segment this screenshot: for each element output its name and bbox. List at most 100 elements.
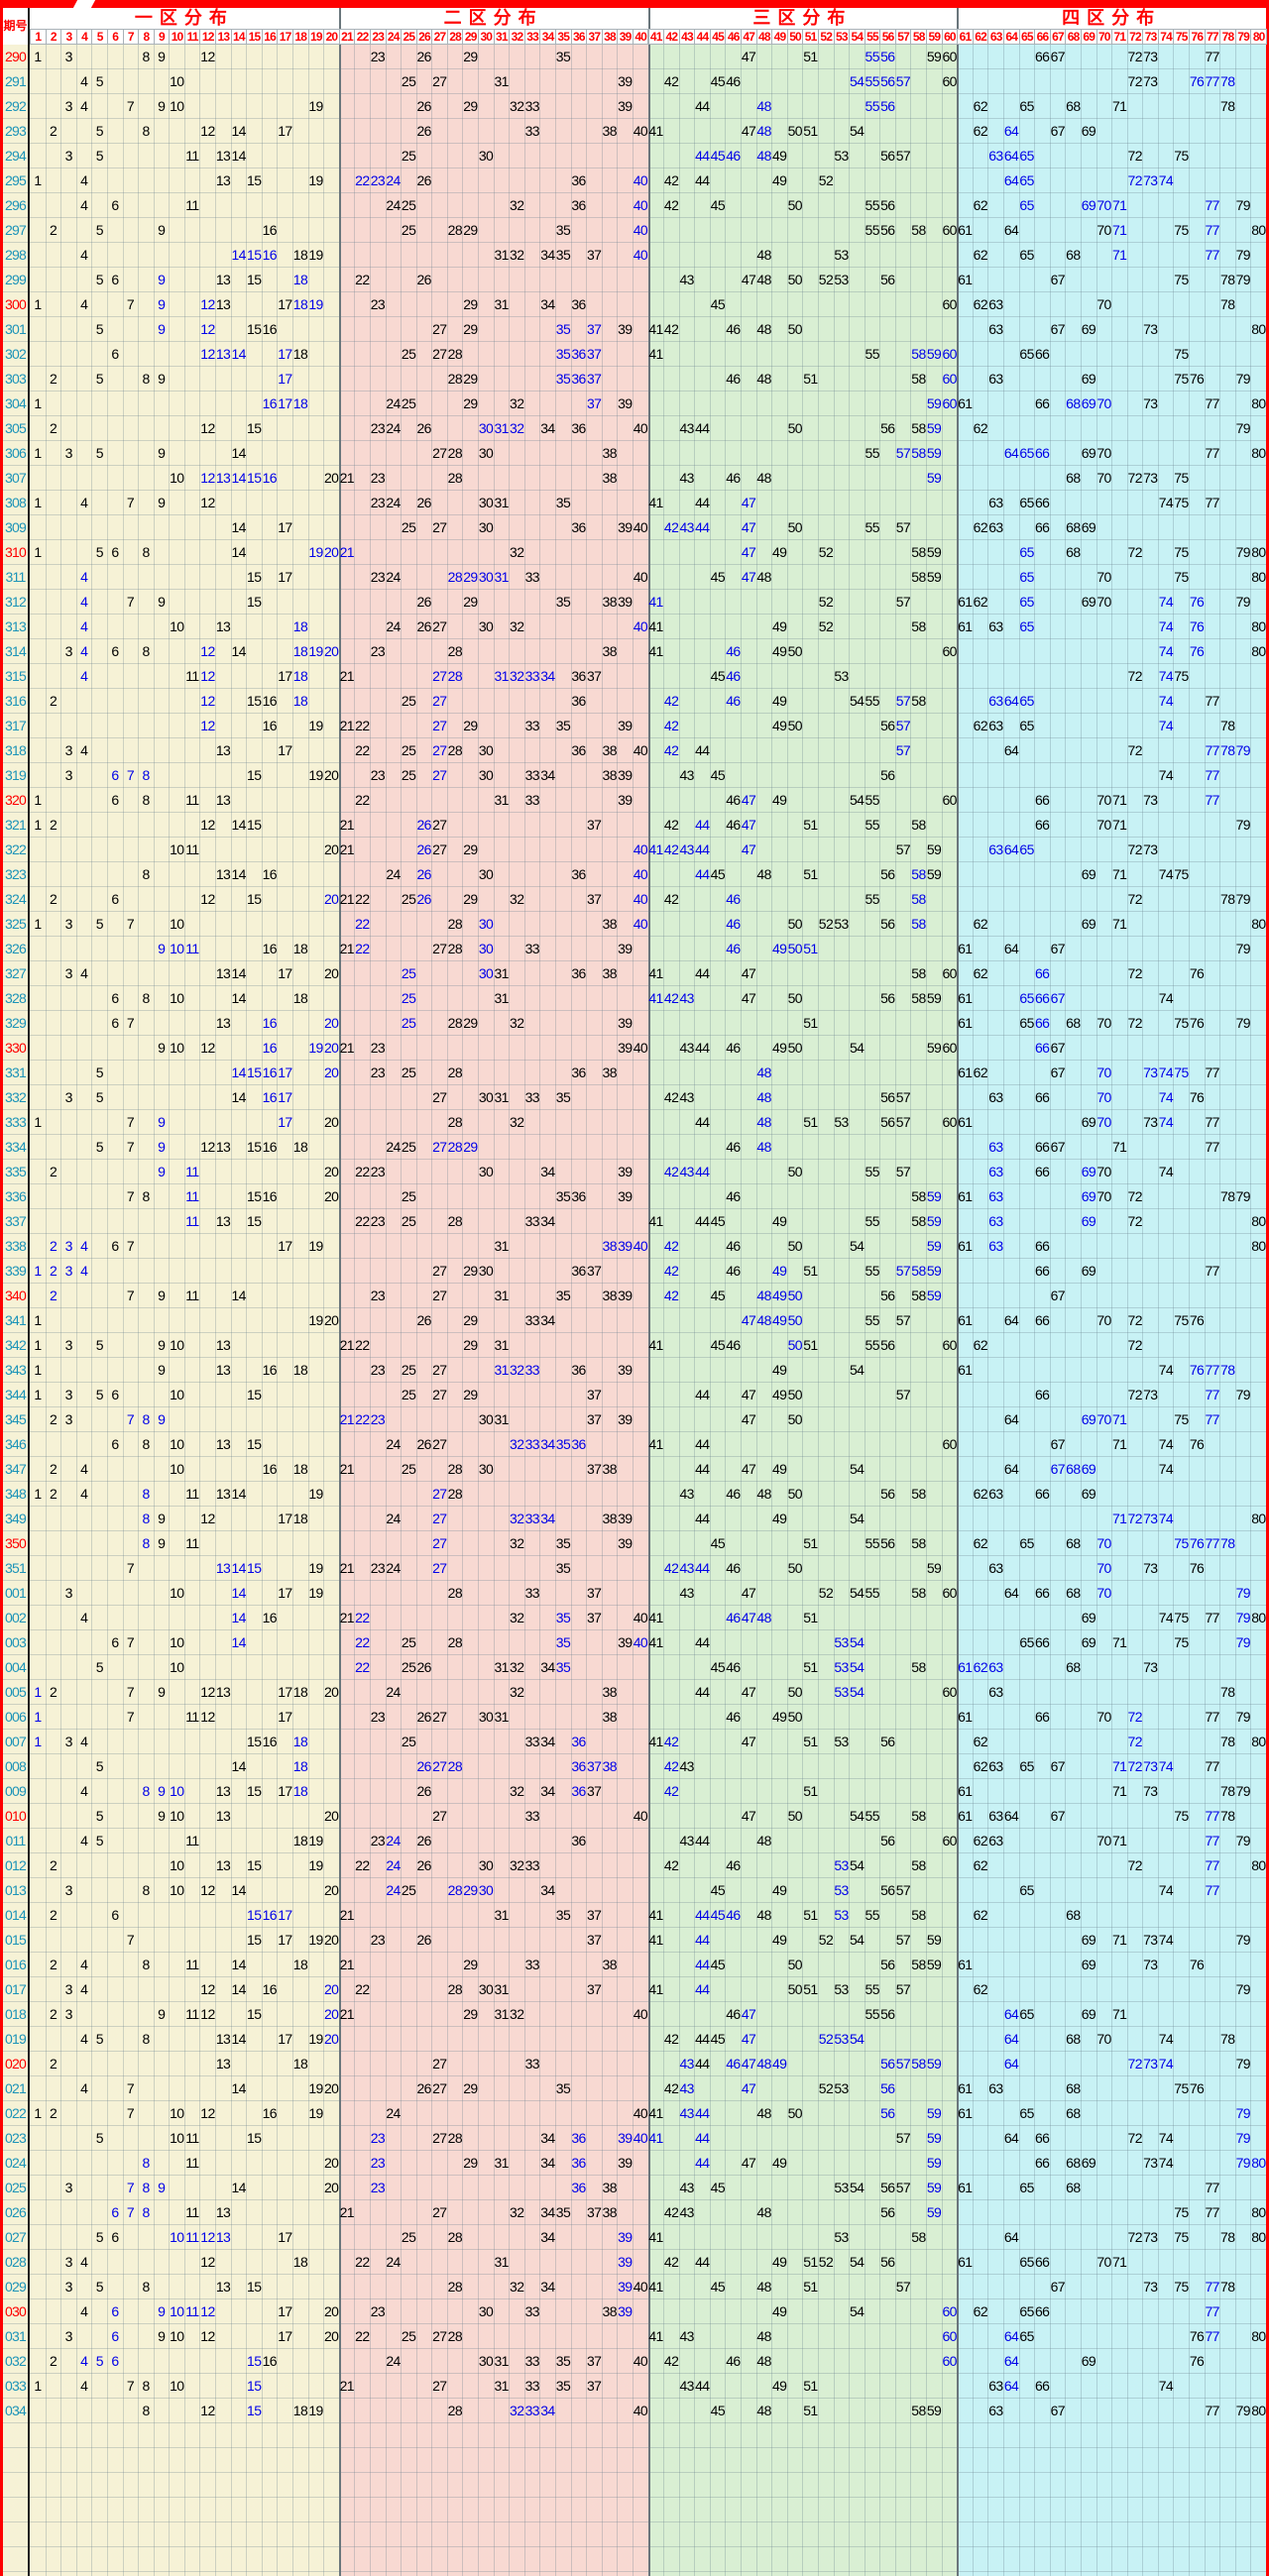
draw-number: 41 — [648, 2105, 663, 2121]
draw-number: 56 — [880, 1337, 895, 1353]
draw-number: 44 — [695, 1040, 710, 1056]
draw-number: 32 — [510, 2279, 524, 2295]
draw-number: 7 — [126, 2080, 135, 2096]
draw-number: 19 — [308, 2403, 323, 2418]
draw-number: 50 — [787, 1238, 803, 1254]
draw-number: 13 — [215, 1362, 231, 1378]
draw-number: 9 — [158, 371, 166, 387]
draw-number: 34 — [540, 2229, 555, 2245]
left-border — [0, 0, 3, 2576]
draw-number: 74 — [1158, 767, 1174, 783]
draw-number: 61 — [958, 2080, 973, 2096]
draw-number: 80 — [1251, 1610, 1266, 1625]
draw-number: 49 — [772, 1461, 787, 1477]
draw-number: 18 — [292, 1511, 308, 1526]
draw-number: 80 — [1251, 544, 1266, 560]
draw-number: 70 — [1096, 197, 1111, 213]
draw-number: 46 — [726, 1337, 741, 1353]
draw-number: 8 — [142, 123, 151, 139]
draw-number: 8 — [142, 544, 151, 560]
draw-number: 30 — [478, 916, 494, 932]
draw-number: 30 — [478, 1882, 494, 1898]
draw-number: 21 — [339, 1461, 355, 1477]
draw-number: 60 — [942, 1114, 957, 1130]
draw-number: 26 — [416, 272, 432, 287]
table-row-335: 335 2 9 11 20 22 23 30 34 39 42 43 44 50 55 57 63 66 69 70 7… — [0, 1160, 1269, 1184]
draw-number: 68 — [1066, 1585, 1081, 1601]
draw-number: 47 — [741, 817, 756, 833]
table-row-347: 347 2 4 10 16 18 21 25 28 30 37 38 44 47 49 54 64 67 68 69 7… — [0, 1457, 1269, 1482]
draw-number: 63 — [988, 1164, 1003, 1179]
draw-number: 35 — [555, 1436, 571, 1452]
draw-number: 51 — [803, 49, 818, 64]
draw-number: 35 — [555, 1089, 571, 1105]
draw-number: 46 — [726, 792, 741, 808]
period-cell: 004 — [5, 1659, 27, 1675]
draw-number: 64 — [1003, 2328, 1019, 2344]
draw-number: 51 — [803, 1337, 818, 1353]
draw-number: 77 — [1205, 1833, 1219, 1848]
draw-number: 63 — [988, 1188, 1003, 1204]
draw-number: 24 — [386, 1684, 401, 1700]
draw-number: 43 — [679, 470, 694, 486]
draw-number: 43 — [679, 1560, 694, 1576]
draw-number: 7 — [126, 2378, 135, 2394]
draw-number: 7 — [126, 2105, 135, 2121]
draw-number: 80 — [1251, 321, 1266, 337]
draw-number: 4 — [80, 2080, 88, 2096]
draw-number: 44 — [695, 1164, 710, 1179]
column-header-57: 57 — [894, 29, 912, 45]
draw-number: 47 — [741, 495, 756, 510]
draw-number: 67 — [1050, 1288, 1066, 1303]
draw-number: 58 — [911, 346, 926, 362]
draw-number: 32 — [510, 1015, 524, 1031]
draw-number: 3 — [64, 965, 73, 981]
draw-number: 33 — [524, 2303, 540, 2319]
draw-number: 1 — [34, 1734, 42, 1749]
draw-number: 39 — [618, 941, 633, 956]
draw-number: 59 — [926, 1932, 942, 1948]
draw-number: 36 — [571, 866, 586, 882]
period-cell: 026 — [5, 2204, 27, 2220]
draw-number: 39 — [618, 1362, 633, 1378]
draw-number: 42 — [663, 2204, 679, 2220]
draw-number: 12 — [200, 2254, 215, 2270]
draw-number: 34 — [540, 767, 555, 783]
draw-number: 20 — [323, 1808, 339, 1824]
draw-number: 67 — [1050, 990, 1066, 1006]
draw-number: 22 — [355, 1981, 370, 1997]
draw-number: 55 — [865, 73, 880, 89]
draw-number: 13 — [215, 272, 231, 287]
draw-number: 71 — [1111, 1932, 1127, 1948]
draw-number: 18 — [292, 1734, 308, 1749]
draw-number: 35 — [555, 1560, 571, 1576]
draw-number: 4 — [80, 742, 88, 758]
draw-number: 17 — [278, 1064, 292, 1080]
draw-number: 61 — [958, 272, 973, 287]
draw-number: 41 — [648, 965, 663, 981]
draw-number: 45 — [710, 2031, 726, 2047]
draw-number: 20 — [323, 891, 339, 907]
draw-number: 55 — [865, 1535, 880, 1551]
draw-number: 79 — [1235, 1387, 1251, 1402]
draw-number: 48 — [756, 1312, 771, 1328]
draw-number: 71 — [1111, 98, 1127, 114]
draw-number: 62 — [973, 1981, 988, 1997]
draw-number: 32 — [510, 1362, 524, 1378]
draw-number: 48 — [756, 1288, 771, 1303]
draw-number: 9 — [158, 941, 166, 956]
draw-number: 58 — [911, 990, 926, 1006]
draw-number: 47 — [741, 272, 756, 287]
draw-number: 79 — [1235, 941, 1251, 956]
draw-number: 6 — [111, 2328, 119, 2344]
draw-number: 77 — [1205, 2279, 1219, 2295]
draw-number: 26 — [416, 817, 432, 833]
draw-number: 60 — [942, 965, 957, 981]
draw-number: 33 — [524, 792, 540, 808]
period-cell: 002 — [5, 1610, 27, 1625]
draw-number: 4 — [80, 2378, 88, 2394]
draw-number: 18 — [292, 272, 308, 287]
draw-number: 19 — [308, 1312, 323, 1328]
draw-number: 27 — [432, 618, 447, 634]
draw-number: 33 — [524, 2056, 540, 2072]
